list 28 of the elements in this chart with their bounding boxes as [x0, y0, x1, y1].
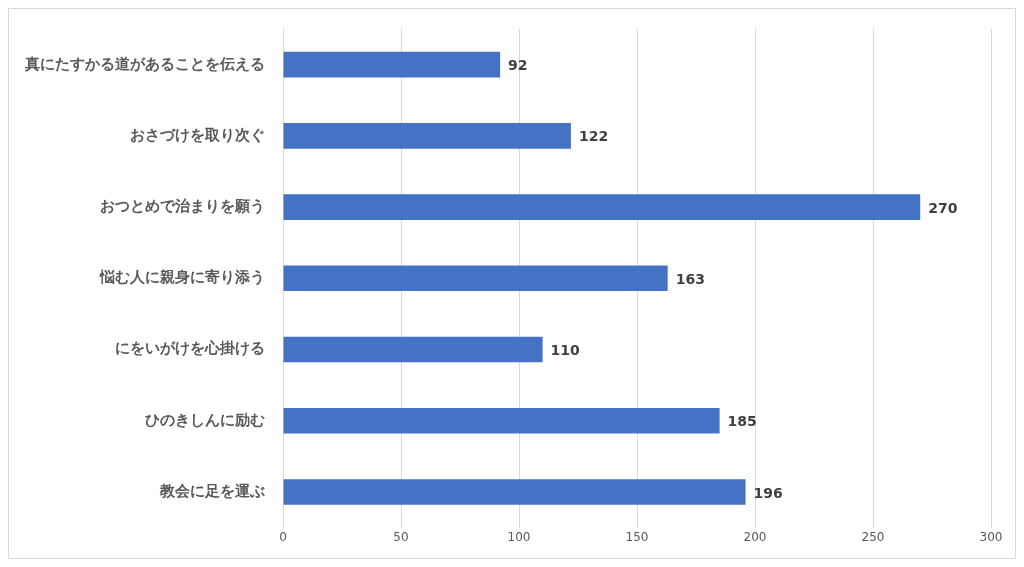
- x-tick-label: 250: [861, 529, 885, 544]
- data-label: 270: [928, 199, 958, 216]
- y-tick-label: 悩む人に親身に寄り添う: [99, 268, 265, 287]
- x-tick-label: 0: [279, 529, 287, 544]
- y-tick-label: にをいがけを心掛ける: [115, 339, 265, 358]
- y-tick-label: おつとめで治まりを願う: [100, 196, 265, 215]
- y-tick-label: 真にたすかる道があることを伝える: [24, 54, 265, 73]
- bar: [283, 51, 501, 78]
- bar: [283, 479, 746, 505]
- x-tick-label: 100: [507, 529, 531, 544]
- data-label: 110: [550, 342, 581, 359]
- bar: [283, 336, 543, 363]
- bar: [283, 407, 720, 434]
- data-label: 163: [675, 270, 705, 287]
- data-label: 196: [753, 484, 783, 501]
- data-label: 185: [727, 413, 757, 430]
- x-tick-label: 150: [625, 529, 649, 544]
- x-tick-label: 300: [979, 529, 1003, 544]
- bar: [283, 194, 921, 220]
- x-tick-label: 50: [393, 529, 409, 544]
- data-label: 92: [508, 57, 528, 74]
- y-tick-label: おさづけを取り次ぐ: [130, 125, 265, 144]
- y-tick-label: 教会に足を運ぶ: [159, 481, 265, 500]
- x-tick-label: 200: [743, 529, 767, 544]
- bar: [283, 123, 571, 149]
- data-label: 122: [578, 128, 609, 145]
- bar: [283, 265, 668, 292]
- y-tick-label: ひのきしんに励む: [145, 410, 265, 429]
